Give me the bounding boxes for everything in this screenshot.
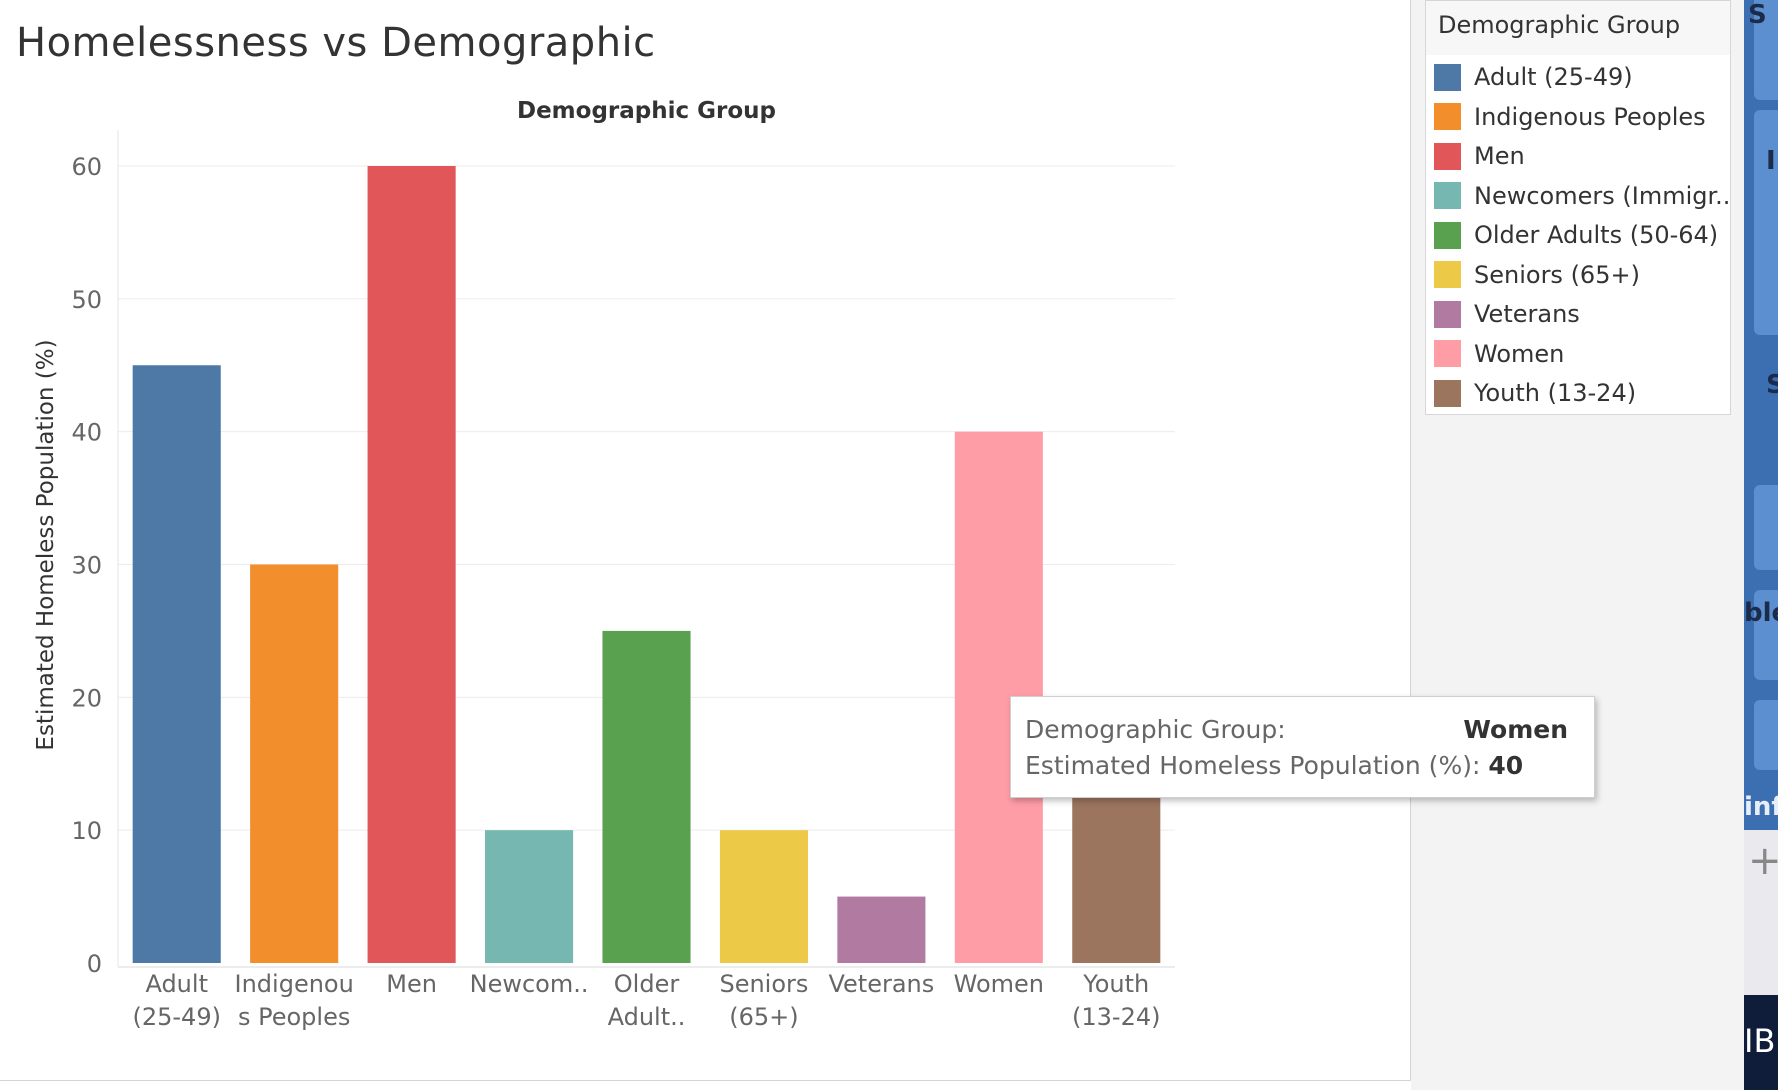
legend-swatch bbox=[1434, 261, 1461, 288]
y-tick-label: 10 bbox=[71, 817, 102, 845]
edge-text: ble bbox=[1744, 598, 1778, 628]
tooltip-row-group: Demographic Group: Women bbox=[1025, 715, 1568, 749]
legend-label: Older Adults (50-64) bbox=[1474, 221, 1719, 249]
x-tick-label: Women bbox=[954, 970, 1044, 998]
x-tick-label: Seniors bbox=[719, 970, 808, 998]
legend-swatch bbox=[1434, 182, 1461, 209]
y-tick-label: 0 bbox=[87, 950, 102, 978]
viz-pane: Homelessness vs Demographic bbox=[0, 0, 1411, 1081]
y-tick-label: 50 bbox=[71, 286, 102, 314]
edge-panel bbox=[1744, 995, 1778, 1090]
bar-chart: Demographic Group 0 10 20 30 40 50 60 Estimated … bbox=[33, 98, 1175, 1031]
legend-label: Adult (25-49) bbox=[1474, 63, 1633, 91]
legend-title: Demographic Group bbox=[1438, 11, 1681, 39]
x-tick-label: Youth bbox=[1082, 970, 1149, 998]
legend-swatch bbox=[1434, 379, 1461, 407]
x-tick-label: (25-49) bbox=[132, 1003, 220, 1031]
y-tick-label: 40 bbox=[71, 419, 102, 447]
legend-item[interactable]: Older Adults (50-64) bbox=[1434, 217, 1730, 253]
bar-2 bbox=[367, 166, 456, 963]
legend-label: Veterans bbox=[1474, 300, 1580, 328]
legend-swatch bbox=[1434, 142, 1461, 170]
edge-card bbox=[1754, 485, 1778, 570]
edge-card bbox=[1754, 700, 1778, 770]
edge-card bbox=[1754, 0, 1778, 100]
bar-3 bbox=[485, 830, 574, 963]
color-legend: Demographic Group Adult (25-49) Indigenou… bbox=[1425, 0, 1731, 415]
legend-label: Men bbox=[1474, 142, 1525, 170]
legend-item[interactable]: Seniors (65+) bbox=[1434, 257, 1730, 293]
y-tick-label: 60 bbox=[71, 153, 102, 181]
legend-item[interactable]: Men bbox=[1434, 138, 1730, 174]
legend-header bbox=[1426, 1, 1730, 55]
x-tick-label: Adult bbox=[145, 970, 208, 998]
edge-text: I bbox=[1766, 146, 1776, 176]
legend-label: Women bbox=[1474, 339, 1565, 368]
edge-text: S bbox=[1748, 0, 1767, 30]
legend-swatch bbox=[1434, 221, 1461, 249]
bar-0 bbox=[132, 365, 221, 963]
tooltip-group-value: Women bbox=[1463, 715, 1568, 744]
legend-swatch bbox=[1434, 340, 1461, 367]
legend-item[interactable]: Women bbox=[1434, 336, 1730, 372]
bar-1 bbox=[250, 564, 339, 963]
edge-text: IB bbox=[1744, 1022, 1776, 1060]
legend-swatch bbox=[1434, 63, 1461, 91]
x-tick-label: Men bbox=[386, 970, 437, 998]
x-tick-label: (13-24) bbox=[1072, 1003, 1160, 1031]
adjacent-window-edge: S I S ble inf + IB bbox=[1744, 0, 1778, 1090]
legend-item[interactable]: Newcomers (Immigr.. bbox=[1434, 178, 1730, 214]
edge-card bbox=[1754, 590, 1778, 680]
legend-item[interactable]: Adult (25-49) bbox=[1434, 59, 1730, 95]
legend-swatch bbox=[1434, 103, 1461, 130]
edge-text: inf bbox=[1744, 792, 1778, 822]
bar-6 bbox=[837, 896, 926, 963]
chart-header: Demographic Group bbox=[517, 98, 776, 124]
tooltip-row-population: Estimated Homeless Population (%): 40 bbox=[1025, 751, 1568, 785]
legend-label: Youth (13-24) bbox=[1474, 379, 1637, 407]
bar-5 bbox=[719, 830, 808, 963]
edge-card bbox=[1754, 245, 1778, 335]
add-icon[interactable]: + bbox=[1748, 838, 1778, 884]
x-tick-label: Adult.. bbox=[608, 1003, 686, 1031]
tooltip: Demographic Group: Women Estimated Homel… bbox=[1010, 696, 1595, 798]
legend-item[interactable]: Indigenous Peoples bbox=[1434, 99, 1730, 135]
edge-text: S bbox=[1766, 370, 1778, 400]
legend-item[interactable]: Veterans bbox=[1434, 296, 1730, 332]
legend-item[interactable]: Youth (13-24) bbox=[1434, 375, 1730, 411]
edge-panel bbox=[1744, 830, 1778, 995]
x-tick-label: Indigenou bbox=[235, 970, 354, 998]
tooltip-pop-key: Estimated Homeless Population (%): bbox=[1025, 751, 1481, 780]
y-axis-title: Estimated Homeless Population (%) bbox=[33, 339, 59, 750]
bar-4 bbox=[602, 630, 691, 963]
x-tick-label: s Peoples bbox=[238, 1003, 350, 1031]
tooltip-group-key: Demographic Group: bbox=[1025, 715, 1286, 744]
y-tick-label: 20 bbox=[71, 684, 102, 712]
tooltip-pop-value: 40 bbox=[1488, 751, 1524, 780]
legend-swatch bbox=[1434, 300, 1461, 328]
x-tick-label: Veterans bbox=[828, 970, 934, 998]
x-tick-label: Newcom.. bbox=[470, 970, 589, 998]
legend-label: Seniors (65+) bbox=[1474, 260, 1640, 289]
y-tick-label: 30 bbox=[71, 552, 102, 580]
sheet-title: Homelessness vs Demographic bbox=[16, 20, 656, 66]
x-tick-label: (65+) bbox=[729, 1003, 798, 1031]
x-tick-label: Older bbox=[614, 970, 680, 998]
legend-label: Indigenous Peoples bbox=[1474, 102, 1706, 131]
legend-label: Newcomers (Immigr.. bbox=[1474, 181, 1730, 210]
